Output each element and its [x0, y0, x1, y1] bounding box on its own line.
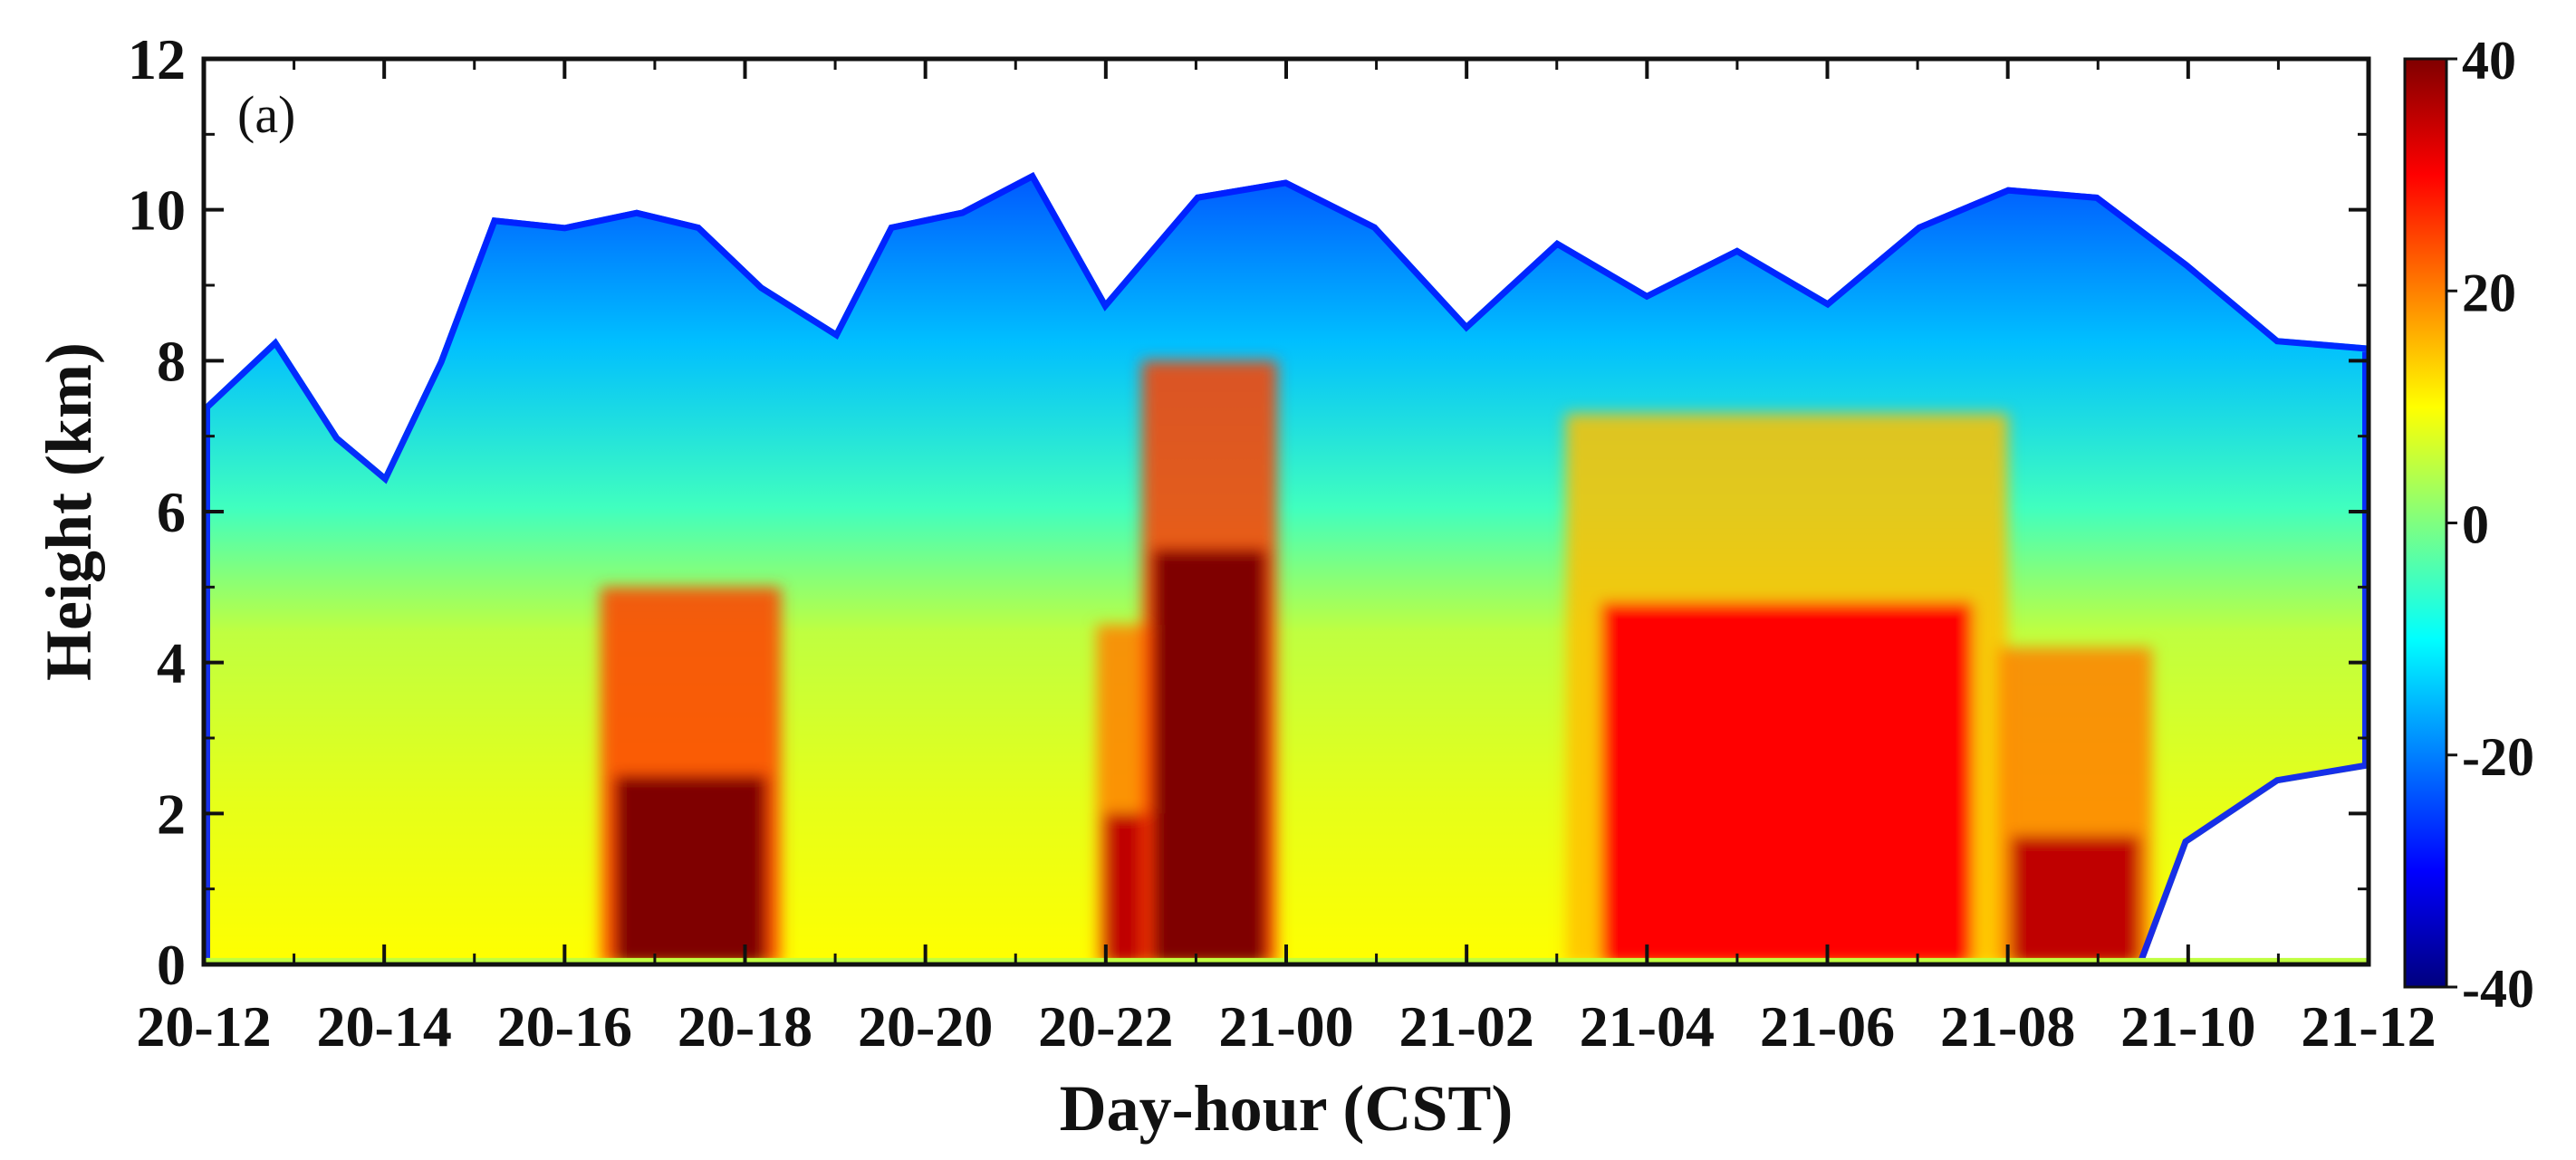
- x-tick-label: 21-06: [1760, 994, 1895, 1059]
- colorbar-tick-label: 20: [2462, 263, 2516, 322]
- colorbar-tick-label: 0: [2462, 495, 2489, 555]
- colorbar-ticks: 40 20 0 -20 -40: [2446, 31, 2534, 1019]
- y-axis-title: Height (km): [33, 342, 105, 681]
- x-tick-label: 21-00: [1218, 994, 1353, 1059]
- strong-cell-3: [1600, 602, 1973, 964]
- y-tick-label: 0: [157, 933, 186, 997]
- colorbar-tick-label: 40: [2462, 31, 2516, 91]
- y-axis: 0 2 4 6 8 10 12: [128, 27, 2369, 997]
- x-tick-label: 21-12: [2301, 994, 2436, 1059]
- x-tick-label: 20-18: [678, 994, 812, 1059]
- x-tick-label: 20-16: [497, 994, 632, 1059]
- y-tick-label: 8: [157, 329, 186, 393]
- x-tick-label: 21-02: [1399, 994, 1534, 1059]
- y-tick-label: 6: [157, 480, 186, 544]
- echo-edge: [204, 172, 2369, 964]
- strong-cell-2: [1152, 549, 1267, 964]
- y-tick-label: 12: [128, 27, 186, 91]
- y-tick-label: 2: [157, 781, 186, 846]
- x-tick-label: 20-22: [1038, 994, 1173, 1059]
- colorbar-tick-label: -40: [2462, 959, 2534, 1019]
- echo-region: [204, 172, 2369, 964]
- x-tick-label: 21-04: [1580, 994, 1715, 1059]
- colorbar-tick-label: -20: [2462, 727, 2534, 787]
- x-tick-label: 21-08: [1940, 994, 2075, 1059]
- panel-label: (a): [237, 85, 295, 144]
- strong-cell-0: [615, 775, 767, 964]
- y-tick-label: 4: [157, 631, 186, 695]
- x-tick-label: 20-14: [317, 994, 452, 1059]
- x-tick-label: 21-10: [2120, 994, 2255, 1059]
- x-axis: 20-12 20-14 20-16 20-18 20-20 20-22 21-00 21-02…: [136, 59, 2437, 1059]
- reflectivity-field: [204, 172, 2369, 964]
- x-axis-title: Day-hour (CST): [1060, 1072, 1514, 1145]
- x-tick-label: 20-12: [136, 994, 271, 1059]
- x-tick-label: 20-20: [858, 994, 993, 1059]
- colorbar: [2405, 59, 2446, 987]
- y-tick-label: 10: [128, 178, 186, 243]
- strong-cell-4: [2011, 836, 2140, 964]
